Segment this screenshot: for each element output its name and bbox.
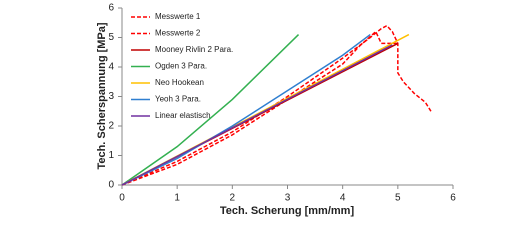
chart: Tech. Scherung [mm/mm] Tech. Scherspannu… <box>96 3 456 217</box>
y-tick-label: 4 <box>108 62 114 73</box>
x-tick-label: 5 <box>395 193 401 204</box>
legend-label: Yeoh 3 Para. <box>155 95 201 104</box>
y-tick-label: 5 <box>108 32 114 43</box>
series-line <box>121 33 371 186</box>
series-line <box>121 24 432 186</box>
series-line <box>121 34 300 186</box>
y-tick-label: 3 <box>108 91 114 102</box>
x-tick-label: 4 <box>340 193 346 204</box>
x-axis-title: Tech. Scherung [mm/mm] <box>220 205 355 217</box>
y-tick-label: 1 <box>108 150 114 161</box>
legend-label: Neo Hookean <box>155 78 204 87</box>
legend-label: Mooney Rivlin 2 Para. <box>155 45 233 54</box>
x-tick-label: 1 <box>174 193 180 204</box>
x-tick-label: 0 <box>119 193 125 204</box>
legend-label: Ogden 3 Para. <box>155 62 207 71</box>
y-tick-label: 2 <box>108 121 114 132</box>
legend-label: Linear elastisch <box>155 111 211 120</box>
series-line <box>121 44 393 186</box>
legend-label: Messwerte 1 <box>155 12 201 21</box>
series-line <box>121 30 398 186</box>
y-tick-label: 6 <box>108 3 114 14</box>
page: {"chart_data": {"type": "line", "xlabel"… <box>95 2 457 217</box>
x-tick-label: 3 <box>285 193 291 204</box>
y-axis-title: Tech. Scherspannung [MPa] <box>96 22 108 169</box>
x-tick-label: 2 <box>230 193 236 204</box>
legend-label: Messwerte 2 <box>155 29 201 38</box>
x-tick-label: 6 <box>450 193 456 204</box>
y-tick-label: 0 <box>108 180 114 191</box>
